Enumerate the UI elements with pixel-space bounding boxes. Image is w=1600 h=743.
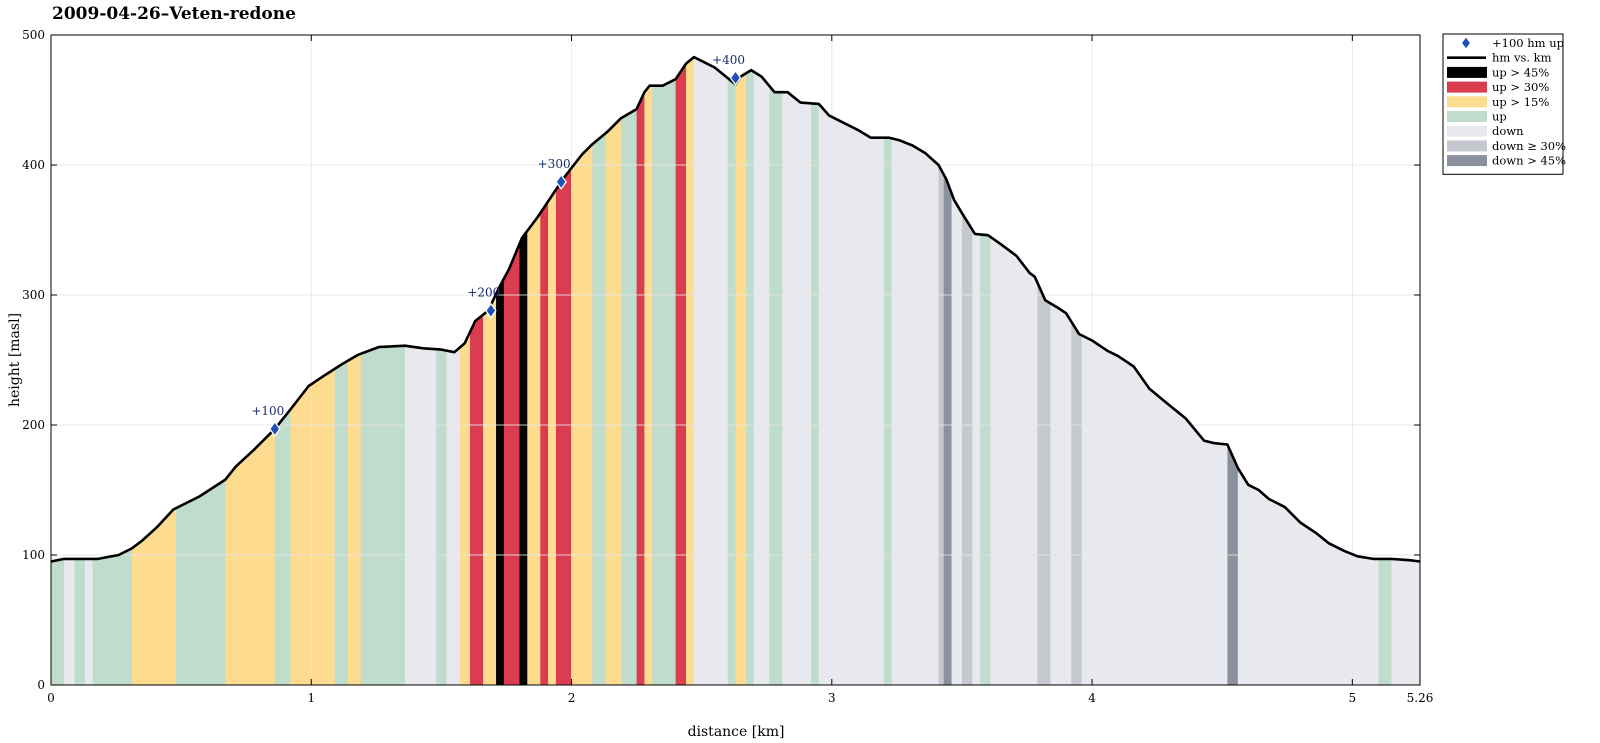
band-32 (652, 35, 677, 685)
legend-swatch-up (1447, 111, 1487, 122)
legend-swatch-down45 (1447, 155, 1487, 167)
chart-title: 2009-04-26–Veten-redone (52, 4, 296, 24)
band-28 (605, 35, 622, 685)
tick-layer: 0 1 2 3 4 5 5.26 0 100 200 300 400 500 (22, 28, 1433, 705)
y-tick-label-3: 300 (22, 288, 45, 302)
band-24 (548, 35, 557, 685)
band-30 (636, 35, 646, 685)
y-tick-label-5: 500 (22, 28, 45, 42)
y-tick-label-2: 200 (22, 418, 45, 432)
band-33 (675, 35, 687, 685)
legend-swatch-down (1447, 125, 1487, 137)
axes-layer (50, 34, 1421, 686)
marker-layer: +100 +200 +300 +400 (251, 53, 745, 438)
band-40 (769, 35, 783, 685)
marker-0 (269, 420, 281, 438)
marker-label-2: +300 (538, 157, 571, 171)
legend-marker-swatch (1460, 36, 1472, 50)
band-39 (753, 35, 770, 685)
band-16 (459, 35, 471, 685)
band-47 (943, 35, 953, 685)
x-tick-label-6: 5.26 (1407, 691, 1434, 705)
band-46 (938, 35, 945, 685)
legend-label-8: down > 45% (1492, 154, 1566, 168)
profile-line (50, 55, 1421, 563)
x-tick-label-4: 4 (1088, 691, 1096, 705)
profile-layer (50, 55, 1421, 563)
band-51 (980, 35, 992, 685)
marker-1 (485, 302, 497, 319)
legend-label-2: up > 45% (1492, 65, 1549, 79)
marker-label-1: +200 (467, 286, 500, 300)
legend-swatch-up30 (1447, 81, 1487, 93)
band-42 (810, 35, 820, 685)
whitecover-layer (51, 34, 1420, 562)
legend-label-3: up > 30% (1492, 80, 1549, 94)
band-26 (571, 35, 593, 685)
legend-label-4: up > 15% (1492, 95, 1549, 109)
band-50 (972, 35, 981, 685)
band-43 (818, 35, 885, 685)
band-38 (745, 35, 755, 685)
legend-label-1: hm vs. km (1492, 51, 1552, 65)
y-tick-label-0: 0 (37, 678, 45, 692)
x-tick-label-3: 3 (828, 691, 836, 705)
band-35 (693, 35, 729, 685)
legend-label-7: down ≥ 30% (1492, 139, 1566, 153)
band-23 (540, 35, 549, 685)
band-37 (735, 35, 747, 685)
band-48 (951, 35, 963, 685)
legend-label-5: up (1492, 110, 1507, 124)
y-tick-label-1: 100 (22, 548, 45, 562)
legend-swatch-up15 (1447, 96, 1487, 108)
marker-3 (729, 69, 742, 87)
legend-label-6: down (1492, 124, 1524, 138)
band-31 (644, 35, 653, 685)
band-19 (496, 35, 505, 685)
band-27 (592, 35, 606, 685)
band-14 (436, 35, 448, 685)
x-tick-label-1: 1 (307, 691, 315, 705)
x-tick-label-0: 0 (47, 691, 55, 705)
band-49 (961, 35, 973, 685)
marker-label-3: +400 (712, 53, 745, 67)
y-tick-label-4: 400 (22, 158, 45, 172)
legend-label-0: +100 hm up (1492, 36, 1564, 50)
sky-cover (51, 34, 1420, 562)
marker-label-0: +100 (251, 404, 284, 418)
x-tick-label-2: 2 (568, 691, 576, 705)
legend-swatch-up45 (1447, 66, 1487, 78)
y-axis-label: height [masl] (7, 313, 23, 407)
band-55 (1071, 35, 1083, 685)
band-29 (620, 35, 638, 685)
band-44 (883, 35, 893, 685)
x-axis-label: distance [km] (688, 724, 785, 740)
band-41 (782, 35, 812, 685)
legend-swatch-down30 (1447, 140, 1487, 152)
marker-2 (555, 173, 567, 191)
band-21 (519, 35, 528, 685)
x-tick-label-5: 5 (1349, 691, 1357, 705)
band-36 (727, 35, 737, 685)
band-25 (555, 35, 573, 685)
band-34 (686, 35, 695, 685)
axes-box (50, 34, 1421, 686)
